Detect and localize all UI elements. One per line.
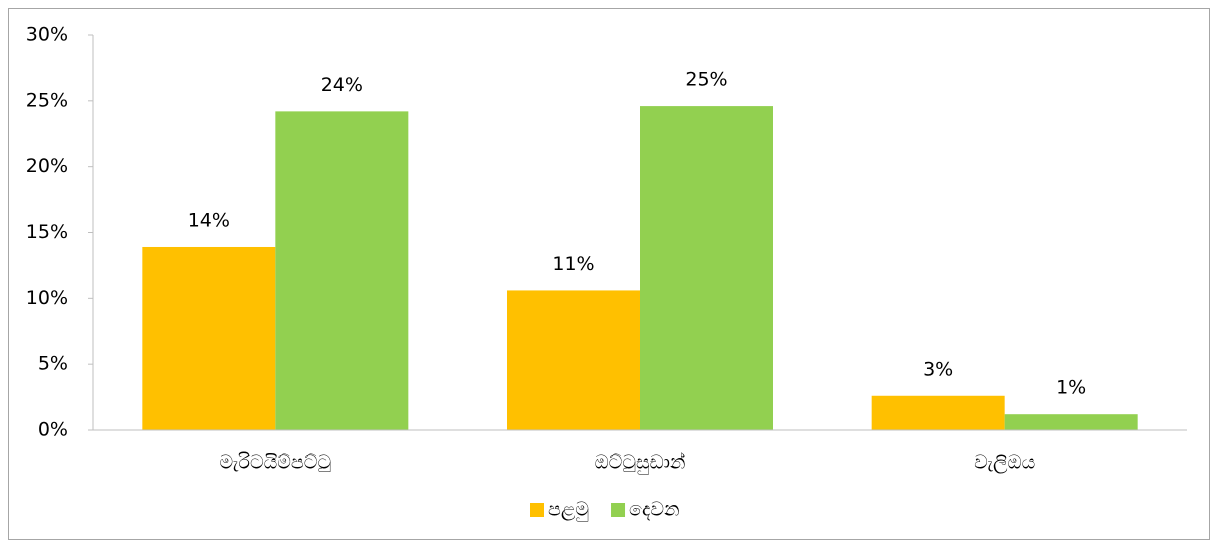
y-tick-label: 25% [26,89,68,111]
legend-swatch [611,503,626,517]
y-tick-label: 30% [26,24,68,46]
data-label: 24% [321,74,363,96]
y-tick-label: 10% [26,287,68,309]
data-label: 14% [188,209,230,231]
bar [507,290,640,430]
data-label: 1% [1056,377,1086,399]
data-label: 11% [552,253,594,275]
y-tick-label: 20% [26,155,68,177]
bar [640,106,773,430]
y-tick-label: 0% [38,419,68,441]
y-tick-label: 15% [26,221,68,243]
x-tick-label: මැරිටයිම්පට්ටු [220,452,332,474]
x-tick-label: ඔට්ටුසුඩාන් [595,451,686,475]
bar [871,395,1005,430]
x-tick-label: වැලිඔය [974,452,1035,474]
bar [275,111,409,430]
data-label: 25% [685,69,727,91]
bar [1004,414,1138,430]
legend-label: දෙවන [629,499,679,521]
y-tick-label: 5% [38,353,68,375]
data-label: 3% [923,358,953,380]
legend-label: පළමු [548,499,589,522]
bar [142,246,276,430]
legend-swatch [530,503,544,517]
